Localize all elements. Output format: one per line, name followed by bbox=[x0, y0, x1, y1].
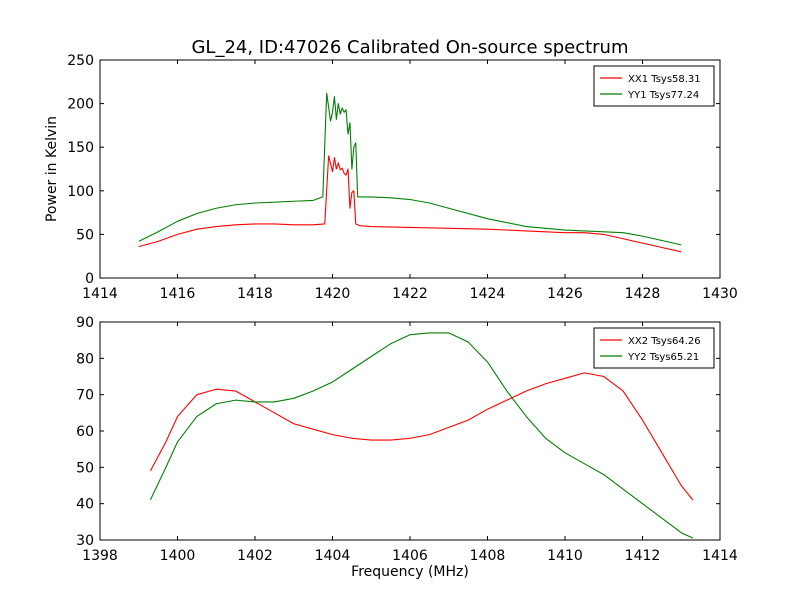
top-x-tick-label: 1430 bbox=[702, 286, 738, 302]
top-x-tick-label: 1418 bbox=[237, 286, 273, 302]
bottom-x-tick-label: 1402 bbox=[237, 548, 273, 564]
top-y-tick-label: 0 bbox=[85, 271, 94, 287]
top-x-tick-label: 1422 bbox=[392, 286, 428, 302]
top-x-tick-label: 1424 bbox=[470, 286, 506, 302]
chart-title: GL_24, ID:47026 Calibrated On-source spe… bbox=[191, 37, 628, 58]
top-legend bbox=[593, 65, 715, 107]
bottom-y-tick-label: 40 bbox=[76, 497, 94, 513]
top-legend-label-0: XX1 Tsys58.31 bbox=[628, 74, 701, 85]
bottom-x-tick-label: 1410 bbox=[547, 548, 583, 564]
top-plot-panel: 1414 1416 1418 1420 1422 1424 1426 1428 1430 0 50 1… bbox=[67, 53, 738, 302]
top-y-tick-label: 150 bbox=[67, 140, 94, 156]
bottom-x-tick-label: 1414 bbox=[702, 548, 738, 564]
bottom-legend bbox=[593, 327, 715, 369]
bottom-series-line-0 bbox=[149, 372, 694, 501]
bottom-y-tick-label: 70 bbox=[76, 388, 94, 404]
top-x-tick-label: 1420 bbox=[315, 286, 351, 302]
bottom-y-tick-label: 30 bbox=[76, 533, 94, 549]
top-series-line-0 bbox=[138, 155, 682, 253]
bottom-x-tick-label: 1400 bbox=[160, 548, 196, 564]
bottom-x-tick-label: 1406 bbox=[392, 548, 428, 564]
top-y-tick-label: 200 bbox=[67, 97, 94, 113]
top-y-tick-label: 100 bbox=[67, 184, 94, 200]
bottom-y-tick-label: 80 bbox=[76, 351, 94, 367]
top-y-axis-label: Power in Kelvin bbox=[44, 116, 60, 222]
bottom-y-tick-label: 90 bbox=[76, 315, 94, 331]
bottom-series-line-1 bbox=[149, 332, 694, 539]
bottom-y-tick-label: 60 bbox=[76, 424, 94, 440]
top-x-tick-label: 1416 bbox=[160, 286, 196, 302]
bottom-y-tick-label: 50 bbox=[76, 460, 94, 476]
bottom-x-tick-label: 1412 bbox=[625, 548, 661, 564]
top-x-tick-label: 1414 bbox=[82, 286, 118, 302]
bottom-x-axis-label: Frequency (MHz) bbox=[351, 564, 469, 580]
bottom-legend-label-0: XX2 Tsys64.26 bbox=[628, 336, 701, 347]
bottom-x-tick-label: 1408 bbox=[470, 548, 506, 564]
top-x-tick-label: 1428 bbox=[625, 286, 661, 302]
top-series-line-1 bbox=[138, 92, 682, 246]
top-y-tick-label: 50 bbox=[76, 227, 94, 243]
bottom-plot-panel: 1398 1400 1402 1404 1406 1408 1410 1412 1414 30 40… bbox=[76, 315, 738, 564]
bottom-x-tick-label: 1404 bbox=[315, 548, 351, 564]
top-x-tick-label: 1426 bbox=[547, 286, 583, 302]
top-legend-label-1: YY1 Tsys77.24 bbox=[627, 90, 699, 101]
bottom-x-tick-label: 1398 bbox=[82, 548, 118, 564]
top-y-tick-label: 250 bbox=[67, 53, 94, 69]
bottom-legend-label-1: YY2 Tsys65.21 bbox=[627, 352, 699, 363]
